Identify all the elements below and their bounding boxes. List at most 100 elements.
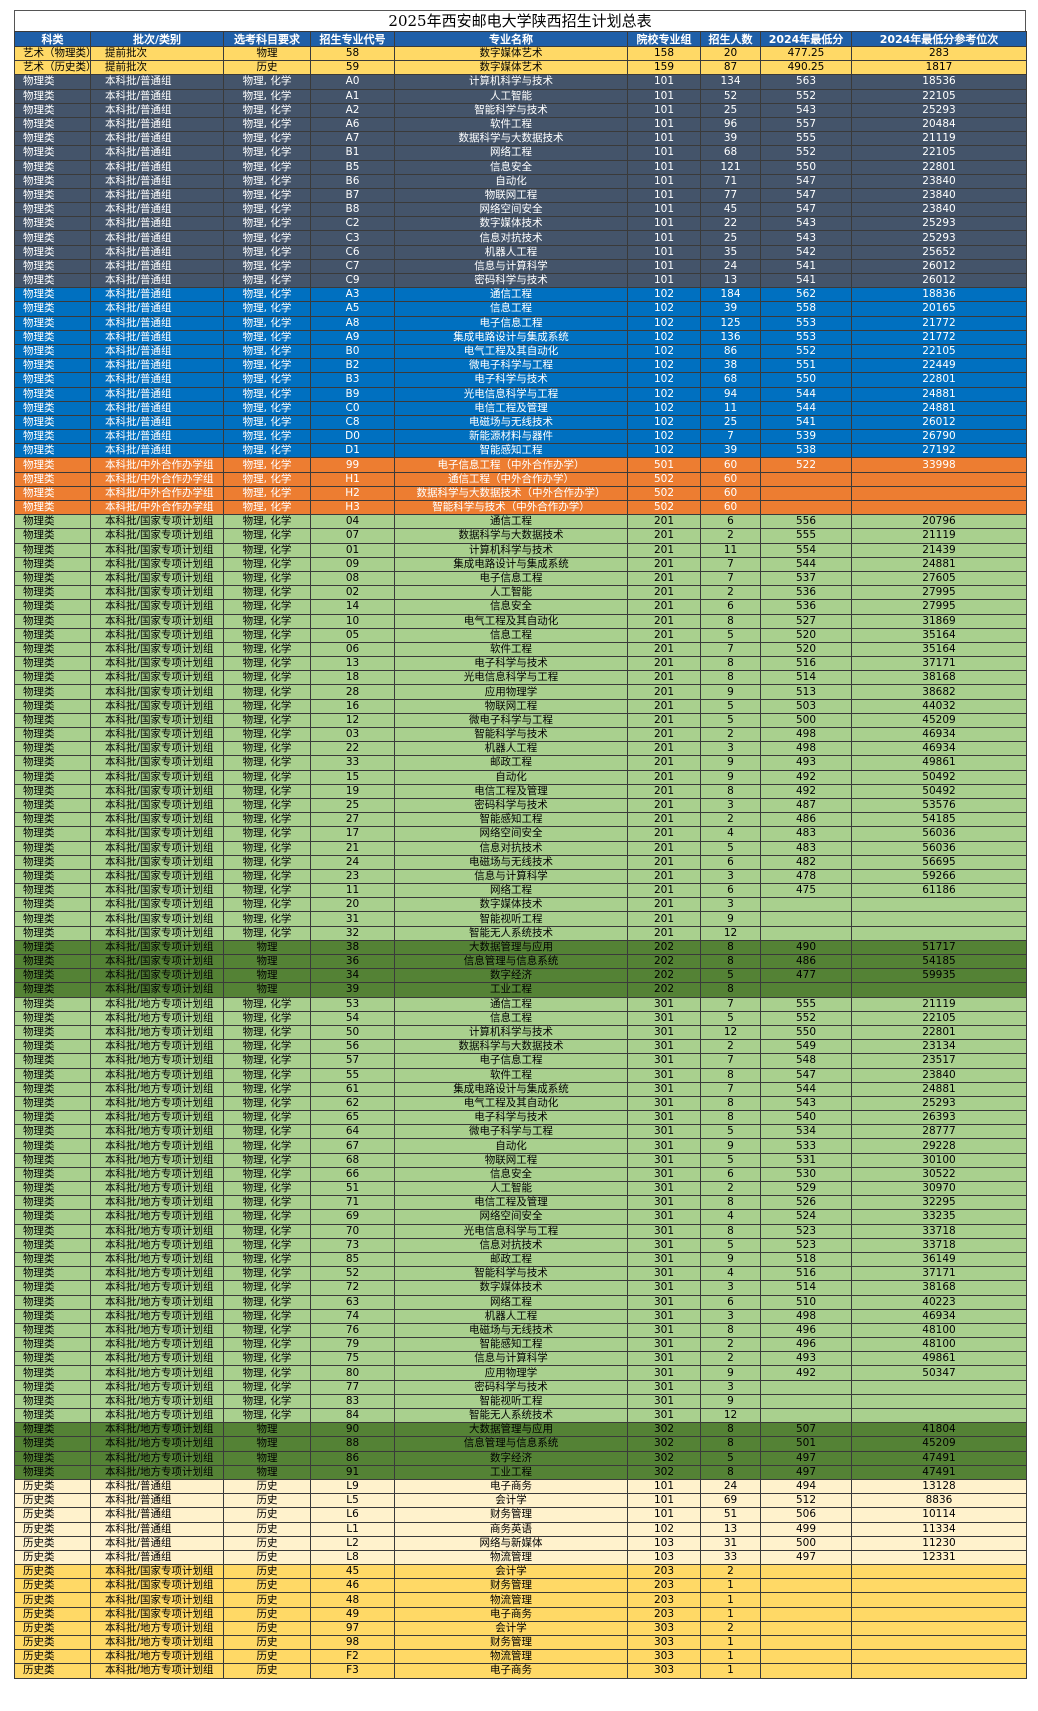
min-rank-cell[interactable]: 46934 xyxy=(851,1308,1027,1324)
major-group-cell[interactable]: 201 xyxy=(627,641,701,658)
batch-cell[interactable]: 本科批/地方专项计划组 xyxy=(90,1010,224,1026)
min-rank-cell[interactable]: 22105 xyxy=(851,88,1027,104)
enrollment-cell[interactable]: 39 xyxy=(700,301,761,317)
enrollment-cell[interactable]: 3 xyxy=(700,1280,761,1296)
category-cell[interactable]: 物理类 xyxy=(14,826,91,842)
major-name-cell[interactable]: 软件工程 xyxy=(394,1067,628,1083)
major-code-cell[interactable]: 50 xyxy=(310,1024,395,1041)
category-cell[interactable]: 物理类 xyxy=(14,131,91,147)
enrollment-cell[interactable]: 184 xyxy=(700,287,761,303)
enrollment-cell[interactable]: 33 xyxy=(700,1549,761,1566)
major-group-cell[interactable]: 103 xyxy=(627,1535,701,1551)
subject-cell[interactable]: 物理, 化学 xyxy=(223,1365,311,1381)
major-group-cell[interactable]: 301 xyxy=(627,1393,701,1410)
subject-cell[interactable]: 物理, 化学 xyxy=(223,400,311,416)
major-code-cell[interactable]: 03 xyxy=(310,726,395,743)
category-cell[interactable]: 物理类 xyxy=(14,556,91,572)
major-group-cell[interactable]: 301 xyxy=(627,1223,701,1239)
major-name-cell[interactable]: 大数据管理与应用 xyxy=(394,939,628,956)
major-name-cell[interactable]: 微电子科学与工程 xyxy=(394,1124,628,1140)
enrollment-cell[interactable]: 3 xyxy=(700,868,761,885)
major-code-cell[interactable]: D1 xyxy=(310,443,395,459)
min-rank-cell[interactable]: 20796 xyxy=(851,514,1027,530)
batch-cell[interactable]: 本科批/国家专项计划组 xyxy=(90,656,224,672)
batch-cell[interactable]: 本科批/地方专项计划组 xyxy=(90,1450,224,1466)
major-code-cell[interactable]: 66 xyxy=(310,1166,395,1183)
min-score-cell[interactable] xyxy=(760,1606,852,1622)
subject-cell[interactable]: 物理, 化学 xyxy=(223,1251,311,1268)
enrollment-cell[interactable]: 45 xyxy=(700,202,761,218)
min-rank-cell[interactable]: 24881 xyxy=(851,1081,1027,1097)
major-code-cell[interactable]: 09 xyxy=(310,556,395,572)
enrollment-cell[interactable]: 8 xyxy=(700,656,761,672)
batch-cell[interactable]: 本科批/国家专项计划组 xyxy=(90,698,224,714)
subject-cell[interactable]: 物理, 化学 xyxy=(223,897,311,913)
enrollment-cell[interactable]: 9 xyxy=(700,1138,761,1154)
major-name-cell[interactable]: 软件工程 xyxy=(394,641,628,658)
min-score-cell[interactable]: 496 xyxy=(760,1337,852,1353)
min-score-cell[interactable]: 522 xyxy=(760,457,852,473)
subject-cell[interactable]: 物理, 化学 xyxy=(223,726,311,743)
category-cell[interactable]: 物理类 xyxy=(14,1166,91,1183)
major-name-cell[interactable]: 数据科学与大数据技术 xyxy=(394,528,628,544)
subject-cell[interactable]: 物理, 化学 xyxy=(223,287,311,303)
category-cell[interactable]: 历史类 xyxy=(14,1592,91,1608)
major-name-cell[interactable]: 网络与新媒体 xyxy=(394,1535,628,1551)
category-cell[interactable]: 物理类 xyxy=(14,698,91,714)
major-name-cell[interactable]: 电子信息工程 xyxy=(394,1053,628,1069)
min-rank-cell[interactable]: 48100 xyxy=(851,1322,1027,1339)
min-score-cell[interactable]: 542 xyxy=(760,244,852,260)
enrollment-cell[interactable]: 4 xyxy=(700,826,761,842)
min-score-cell[interactable]: 523 xyxy=(760,1223,852,1239)
major-name-cell[interactable]: 会计学 xyxy=(394,1620,628,1637)
subject-cell[interactable]: 历史 xyxy=(223,1493,311,1509)
major-name-cell[interactable]: 密码科学与技术 xyxy=(394,1379,628,1395)
min-rank-cell[interactable]: 30522 xyxy=(851,1166,1027,1183)
subject-cell[interactable]: 物理 xyxy=(223,939,311,956)
major-group-cell[interactable]: 201 xyxy=(627,542,701,558)
category-cell[interactable]: 历史类 xyxy=(14,1549,91,1566)
enrollment-cell[interactable]: 6 xyxy=(700,1294,761,1310)
enrollment-cell[interactable]: 5 xyxy=(700,1010,761,1026)
batch-cell[interactable]: 提前批次 xyxy=(90,60,224,76)
enrollment-cell[interactable]: 87 xyxy=(700,60,761,76)
enrollment-cell[interactable]: 7 xyxy=(700,641,761,658)
batch-cell[interactable]: 本科批/国家专项计划组 xyxy=(90,528,224,544)
major-code-cell[interactable]: 76 xyxy=(310,1322,395,1339)
enrollment-cell[interactable]: 4 xyxy=(700,1266,761,1282)
batch-cell[interactable]: 本科批/普通组 xyxy=(90,1535,224,1551)
major-group-cell[interactable]: 102 xyxy=(627,301,701,317)
major-code-cell[interactable]: C6 xyxy=(310,244,395,260)
major-code-cell[interactable]: B7 xyxy=(310,187,395,204)
major-group-cell[interactable]: 101 xyxy=(627,145,701,161)
min-score-cell[interactable]: 552 xyxy=(760,343,852,360)
major-name-cell[interactable]: 信息工程 xyxy=(394,627,628,643)
major-group-cell[interactable]: 102 xyxy=(627,414,701,431)
batch-cell[interactable]: 本科批/国家专项计划组 xyxy=(90,854,224,870)
category-cell[interactable]: 艺术（物理类） xyxy=(14,45,91,62)
subject-cell[interactable]: 物理, 化学 xyxy=(223,1237,311,1253)
major-name-cell[interactable]: 数字媒体艺术 xyxy=(394,60,628,76)
category-cell[interactable]: 物理类 xyxy=(14,528,91,544)
subject-cell[interactable]: 物理, 化学 xyxy=(223,1280,311,1296)
min-rank-cell[interactable]: 27605 xyxy=(851,570,1027,587)
major-code-cell[interactable]: 11 xyxy=(310,883,395,899)
batch-cell[interactable]: 本科批/普通组 xyxy=(90,315,224,331)
subject-cell[interactable]: 物理, 化学 xyxy=(223,499,311,516)
subject-cell[interactable]: 历史 xyxy=(223,1606,311,1622)
min-rank-cell[interactable]: 11230 xyxy=(851,1535,1027,1551)
min-rank-cell[interactable]: 26393 xyxy=(851,1110,1027,1126)
min-score-cell[interactable]: 553 xyxy=(760,329,852,345)
major-code-cell[interactable]: H2 xyxy=(310,485,395,502)
subject-cell[interactable]: 物理, 化学 xyxy=(223,1095,311,1112)
major-code-cell[interactable]: 91 xyxy=(310,1464,395,1480)
major-name-cell[interactable]: 财务管理 xyxy=(394,1507,628,1523)
min-score-cell[interactable]: 503 xyxy=(760,698,852,714)
major-name-cell[interactable]: 计算机科学与技术 xyxy=(394,1024,628,1041)
major-name-cell[interactable]: 信息工程 xyxy=(394,1010,628,1026)
min-rank-cell[interactable]: 30100 xyxy=(851,1152,1027,1168)
min-rank-cell[interactable]: 21772 xyxy=(851,315,1027,331)
min-score-cell[interactable]: 482 xyxy=(760,854,852,870)
enrollment-cell[interactable]: 1 xyxy=(700,1578,761,1594)
category-cell[interactable]: 历史类 xyxy=(14,1606,91,1622)
